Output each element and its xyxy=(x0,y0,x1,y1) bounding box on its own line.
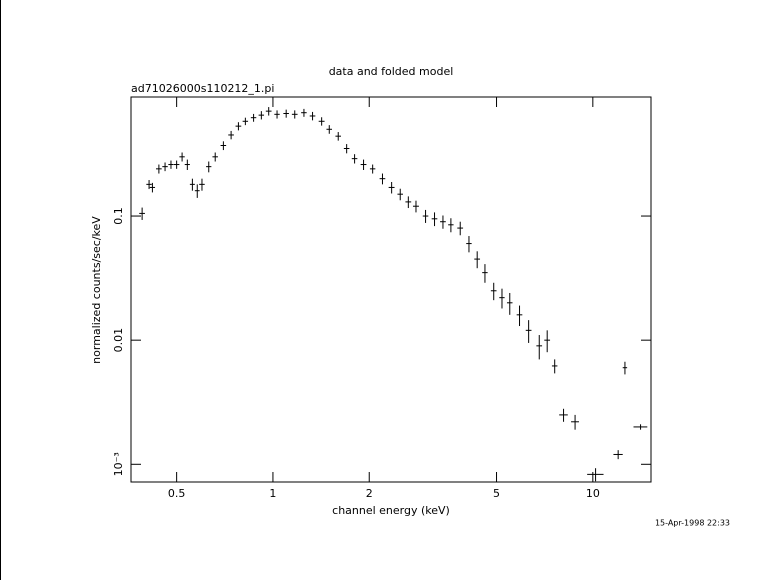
y-tick-label: 0.1 xyxy=(112,207,125,225)
x-axis-label: channel energy (keV) xyxy=(332,504,450,517)
y-axis-label: normalized counts/sec/keV xyxy=(90,216,103,364)
x-tick-label: 2 xyxy=(366,487,373,500)
x-tick-label: 5 xyxy=(493,487,500,500)
x-tick-label: 10 xyxy=(586,487,600,500)
chart-title: data and folded model xyxy=(329,65,454,78)
timestamp: 15-Apr-1998 22:33 xyxy=(655,519,730,528)
chart-subtitle: ad71026000s110212_1.pi xyxy=(131,82,274,95)
x-tick-label: 0.5 xyxy=(168,487,186,500)
y-tick-label: 10⁻³ xyxy=(112,452,125,476)
y-tick-label: 0.01 xyxy=(112,328,125,353)
plot-frame xyxy=(130,96,652,483)
x-tick-label: 1 xyxy=(269,487,276,500)
